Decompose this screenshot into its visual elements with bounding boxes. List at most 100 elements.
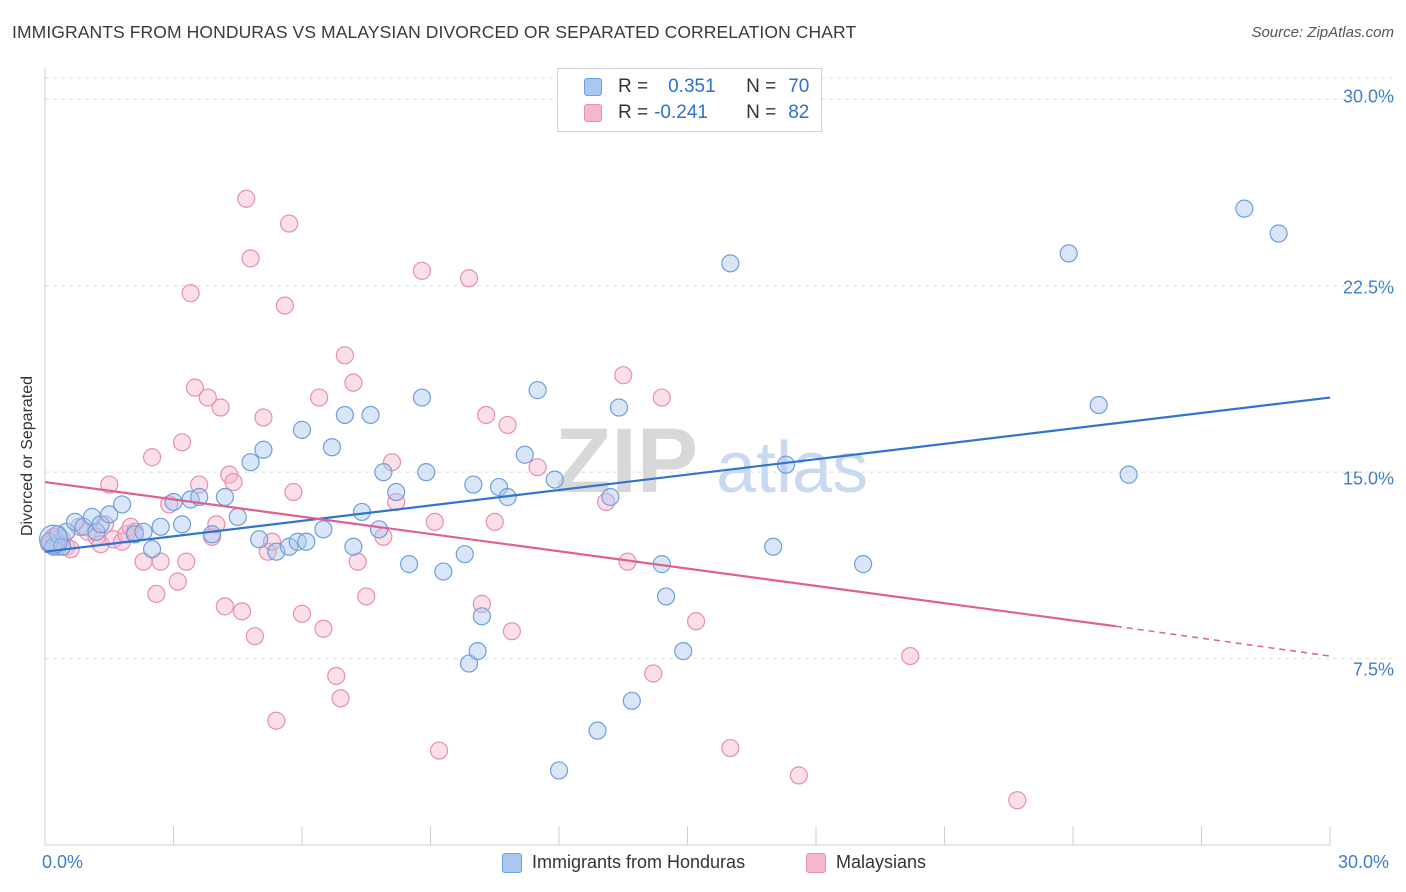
x-tick-label: 0.0% <box>42 852 84 872</box>
honduras-point <box>215 487 234 507</box>
honduras-point <box>241 453 260 472</box>
honduras-point <box>776 455 796 474</box>
malaysian-point <box>498 415 517 435</box>
y-tick-label: 7.5% <box>1352 659 1394 680</box>
honduras-point <box>764 537 783 556</box>
honduras-point <box>656 587 676 606</box>
honduras-point <box>1089 395 1108 415</box>
legend-r-label: R = <box>618 102 649 123</box>
malaysian-point <box>314 619 333 638</box>
honduras-point <box>464 475 483 494</box>
malaysian-point <box>1008 791 1027 810</box>
honduras-point <box>387 482 406 502</box>
legend-swatch-blue <box>584 78 602 96</box>
honduras-point <box>622 691 641 710</box>
malaysian-point <box>528 458 547 477</box>
honduras-point <box>112 495 132 514</box>
honduras-point <box>455 545 474 564</box>
honduras-point <box>468 642 487 661</box>
malaysian-point <box>275 296 294 315</box>
honduras-point <box>297 532 316 551</box>
legend-n-label: N = <box>746 102 777 123</box>
malaysian-point <box>901 646 920 666</box>
honduras-point <box>528 381 547 400</box>
malaysian-point <box>335 346 354 365</box>
honduras-point <box>1269 224 1288 243</box>
legend-n-label: N = <box>746 76 777 97</box>
malaysian-point <box>151 552 170 571</box>
honduras-point <box>854 555 873 574</box>
malaysian-point <box>280 214 299 233</box>
malaysian-point <box>211 398 230 417</box>
malaysian-point <box>185 378 205 397</box>
legend-r-value: 0.351 <box>668 76 716 97</box>
malaysian-point <box>429 741 449 760</box>
malaysian-point <box>168 572 187 591</box>
honduras-point <box>370 520 389 539</box>
honduras-point <box>399 555 419 574</box>
x-tick-label: 30.0% <box>1338 852 1390 872</box>
malaysian-point <box>412 261 432 280</box>
correlation-legend: R = 0.351 N = 70 R = -0.241 N = 82 <box>557 68 822 132</box>
y-tick-label: 15.0% <box>1342 468 1394 489</box>
malaysian-point <box>344 373 363 392</box>
malaysian-point <box>142 448 162 467</box>
malaysian-point <box>614 366 633 385</box>
honduras-point <box>322 438 342 457</box>
malaysian-point <box>237 189 256 208</box>
honduras-point <box>38 524 69 554</box>
malaysian-point <box>425 512 444 531</box>
legend-r-label: R = <box>618 76 649 97</box>
malaysian-point <box>348 552 367 571</box>
honduras-trend-line <box>44 396 1331 553</box>
malaysian-point <box>181 284 200 303</box>
legend-row-honduras: R = 0.351 N = 70 <box>584 75 809 99</box>
honduras-point <box>674 642 693 661</box>
y-tick-label: 30.0% <box>1342 86 1394 107</box>
malaysian-point <box>177 552 196 571</box>
malaysian-point <box>477 405 496 425</box>
malaysian-trend-extension <box>1115 625 1331 657</box>
honduras-point <box>65 512 85 531</box>
watermark-zip: ZIP <box>555 410 698 512</box>
honduras-point <box>549 761 569 780</box>
bottom-legend-honduras: Immigrants from Honduras <box>502 852 745 873</box>
malaysian-point <box>100 475 119 494</box>
malaysian-point <box>224 472 243 492</box>
honduras-point <box>254 440 273 459</box>
legend-n-value: 82 <box>788 102 810 123</box>
malaysian-point <box>198 388 217 407</box>
malaysian-point <box>254 408 273 427</box>
malaysian-point <box>789 766 808 785</box>
bottom-legend-malaysians: Malaysians <box>806 852 926 873</box>
legend-row-malaysians: R = -0.241 N = 82 <box>584 101 809 125</box>
honduras-point <box>472 607 491 626</box>
source-label: Source: ZipAtlas.com <box>1251 24 1394 41</box>
malaysian-trend-line <box>44 480 1116 628</box>
honduras-point <box>280 537 299 556</box>
honduras-point <box>172 515 192 534</box>
malaysian-point <box>357 587 376 606</box>
legend-swatch-pink <box>806 852 826 873</box>
malaysian-point <box>686 612 706 631</box>
malaysian-point <box>284 482 303 502</box>
honduras-point <box>601 487 620 507</box>
honduras-point <box>1235 199 1254 218</box>
malaysian-point <box>215 597 234 616</box>
malaysian-point <box>207 515 226 534</box>
honduras-point <box>721 254 740 273</box>
honduras-point <box>374 463 393 482</box>
y-tick-label: 22.5% <box>1342 277 1394 298</box>
honduras-point <box>1059 244 1078 263</box>
honduras-point <box>142 540 162 559</box>
honduras-point <box>314 520 333 539</box>
honduras-point <box>344 537 363 556</box>
honduras-point <box>412 388 432 407</box>
malaysian-point <box>331 689 350 708</box>
honduras-point <box>100 505 119 524</box>
malaysian-point <box>721 738 740 758</box>
malaysian-point <box>241 249 260 268</box>
honduras-point <box>515 445 534 464</box>
honduras-point <box>361 405 380 425</box>
